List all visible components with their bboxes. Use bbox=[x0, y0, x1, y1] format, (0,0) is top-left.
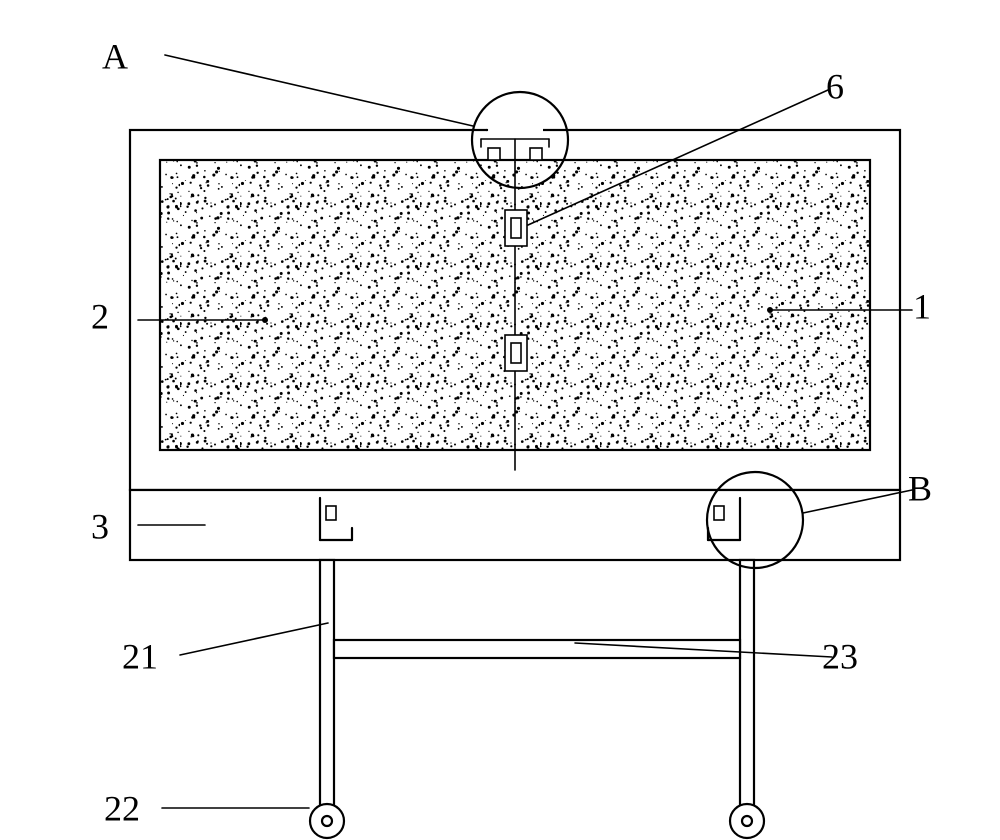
callout-label-3: 3 bbox=[91, 506, 109, 546]
callout-label-6: 6 bbox=[826, 66, 844, 106]
seam-latch bbox=[505, 210, 527, 246]
callout-label-A: A bbox=[102, 36, 128, 76]
leg-left bbox=[320, 560, 334, 810]
lower-box bbox=[130, 490, 900, 560]
callout-label-22: 22 bbox=[104, 788, 140, 828]
callout-A: A bbox=[102, 36, 473, 126]
callout-label-21: 21 bbox=[122, 636, 158, 676]
figure-root bbox=[130, 92, 900, 838]
callout-21: 21 bbox=[122, 623, 328, 676]
callout-label-23: 23 bbox=[822, 636, 858, 676]
callout-label-2: 2 bbox=[91, 296, 109, 336]
seam-latch bbox=[505, 335, 527, 371]
callout-label-B: B bbox=[908, 468, 932, 508]
leg-right bbox=[740, 560, 754, 810]
callout-22: 22 bbox=[104, 788, 309, 828]
callout-label-1: 1 bbox=[913, 286, 931, 326]
